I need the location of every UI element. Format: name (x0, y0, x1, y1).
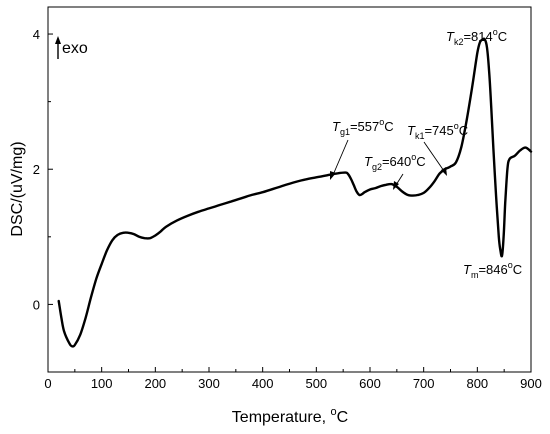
annotation-tg2: Tg2=640oC (364, 152, 426, 172)
dsc-curve (57, 37, 533, 348)
annotation-tg1: Tg1=557oC (332, 117, 394, 137)
x-axis-title-unit-sup: o (331, 406, 337, 418)
annotation-tg1-arrowhead (330, 171, 336, 180)
x-tick-label: 900 (520, 376, 542, 391)
plot-frame (47, 6, 532, 373)
x-tick-label: 300 (198, 376, 220, 391)
x-tick-label: 0 (44, 376, 51, 391)
y-ticks: 0 2 4 (33, 27, 53, 373)
y-tick-label: 0 (33, 297, 40, 312)
exo-indicator: exo (55, 36, 88, 59)
x-tick-label: 100 (91, 376, 113, 391)
x-tick-label: 600 (359, 376, 381, 391)
annotation-tk1-arrowhead (441, 167, 447, 176)
x-tick-label: 500 (305, 376, 327, 391)
annotation-tg1-leader (332, 139, 349, 176)
y-axis-title: DSC/(uV/mg) (9, 141, 26, 236)
y-tick-label: 4 (33, 27, 40, 42)
x-axis-title-unit: C (337, 409, 349, 426)
annotation-tk1-leader (423, 141, 445, 172)
x-axis-title: Temperature, oC (232, 406, 348, 426)
x-tick-label: 800 (466, 376, 488, 391)
exo-arrow-head (55, 36, 61, 44)
x-tick-label: 200 (144, 376, 166, 391)
x-tick-label: 400 (252, 376, 274, 391)
exo-label: exo (62, 40, 88, 57)
x-axis-title-main: Temperature, (232, 409, 331, 426)
annotation-tk1: Tk1=745oC (407, 121, 468, 141)
x-ticks: 0 100 200 300 400 500 600 700 800 900 (44, 367, 542, 391)
x-tick-label: 700 (413, 376, 435, 391)
annotation-tg2-arrowhead (393, 181, 399, 190)
annotations: Tk2=814oC Tg1=557oC Tk1=745oC Tg2=640oC … (330, 27, 522, 280)
y-tick-label: 2 (33, 162, 40, 177)
annotation-tm: Tm=846oC (463, 260, 522, 280)
annotation-tk2: Tk2=814oC (446, 27, 507, 47)
